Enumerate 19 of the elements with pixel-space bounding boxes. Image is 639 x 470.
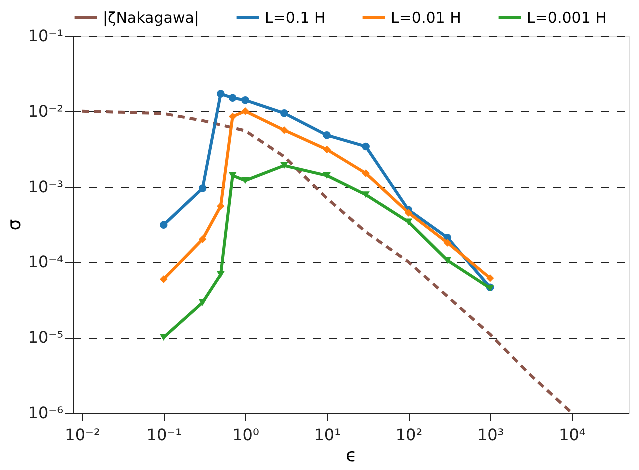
legend-label: L=0.01 H: [391, 9, 462, 27]
y-tick-label: 10⁻⁴: [28, 252, 64, 272]
x-tick-label: 10⁴: [559, 426, 586, 444]
x-tick-label: 10³: [477, 426, 504, 444]
y-tick-label: 10⁻¹: [28, 26, 64, 46]
legend-label: |ζNakagawa|: [103, 9, 200, 27]
x-tick-label: 10¹: [314, 426, 341, 444]
legend-label: L=0.1 H: [265, 9, 326, 27]
y-tick-label: 10⁻⁵: [28, 328, 64, 348]
legend-label: L=0.001 H: [527, 9, 607, 27]
x-tick-label: 10⁰: [232, 426, 260, 444]
y-axis-title: σ: [4, 219, 26, 231]
y-tick-label: 10⁻⁶: [28, 404, 64, 422]
y-tick-label: 10⁻³: [28, 177, 64, 196]
x-tick-label: 10⁻¹: [146, 426, 182, 444]
x-tick-label: 10²: [396, 426, 423, 444]
x-axis-title: ϵ: [346, 446, 358, 466]
x-tick-label: 10⁻²: [65, 426, 100, 444]
y-tick-label: 10⁻²: [28, 102, 64, 121]
